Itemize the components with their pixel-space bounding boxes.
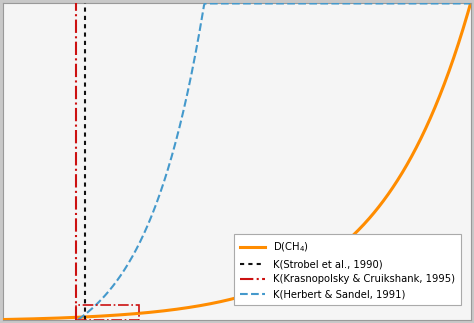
K(Herbert & Sandel, 1991) [202,2,208,5]
K(Herbert & Sandel, 1991) [265,2,271,5]
D(CH$_4$) [253,290,259,294]
K(Herbert & Sandel, 1991) [263,2,268,5]
D(CH$_4$) [0,318,6,321]
D(CH$_4$) [279,281,284,285]
Line: D(CH$_4$): D(CH$_4$) [3,4,471,319]
K(Herbert & Sandel, 1991) [75,318,81,321]
Legend: D(CH$_4$), K(Strobel et al., 1990), K(Krasnopolsky & Cruikshank, 1995), K(Herber: D(CH$_4$), K(Strobel et al., 1990), K(Kr… [234,234,461,305]
Bar [76,305,139,319]
K(Herbert & Sandel, 1991) [468,2,474,5]
D(CH$_4$) [456,39,462,43]
K(Herbert & Sandel, 1991) [288,2,294,5]
K(Herbert & Sandel, 1991) [310,2,315,5]
Line: K(Herbert & Sandel, 1991): K(Herbert & Sandel, 1991) [78,4,471,319]
D(CH$_4$) [222,299,228,303]
K(Herbert & Sandel, 1991) [459,2,465,5]
D(CH$_4$) [468,2,474,5]
D(CH$_4$) [383,195,389,199]
D(CH$_4$) [225,298,231,302]
K(Herbert & Sandel, 1991) [398,2,403,5]
